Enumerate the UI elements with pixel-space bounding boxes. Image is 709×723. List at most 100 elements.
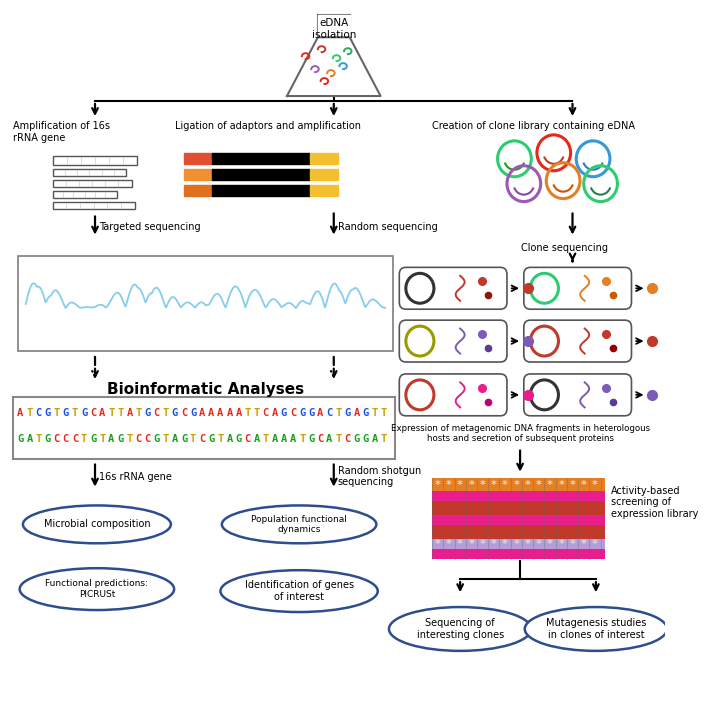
Text: C: C (145, 434, 151, 444)
Text: A: A (317, 408, 323, 418)
Text: G: G (299, 408, 306, 418)
Text: *: * (536, 539, 542, 549)
Text: Ligation of adaptors and amplification: Ligation of adaptors and amplification (174, 121, 361, 131)
Text: G: G (308, 434, 314, 444)
Text: T: T (190, 434, 196, 444)
Text: C: C (245, 434, 251, 444)
Text: T: T (163, 434, 169, 444)
Text: T: T (263, 434, 269, 444)
Text: Identification of genes
of interest: Identification of genes of interest (245, 581, 354, 602)
Text: G: G (354, 434, 360, 444)
Bar (184, 184, 212, 196)
Text: G: G (45, 408, 51, 418)
Text: *: * (569, 539, 576, 549)
Text: *: * (569, 479, 576, 489)
Text: Random sequencing: Random sequencing (337, 221, 437, 231)
Text: *: * (592, 539, 598, 549)
Bar (212, 153, 311, 164)
Text: C: C (326, 408, 333, 418)
FancyBboxPatch shape (524, 320, 632, 362)
Text: A: A (208, 408, 214, 418)
Text: C: C (90, 408, 96, 418)
Bar (53, 155, 137, 165)
Text: *: * (435, 479, 440, 489)
Text: A: A (272, 434, 278, 444)
Text: G: G (81, 408, 87, 418)
Text: *: * (469, 539, 474, 549)
Bar (212, 168, 311, 180)
Text: G: G (308, 408, 314, 418)
Text: C: C (154, 408, 160, 418)
Text: G: G (345, 408, 351, 418)
Text: T: T (299, 434, 306, 444)
Ellipse shape (222, 505, 376, 543)
Text: T: T (135, 408, 142, 418)
Text: A: A (108, 434, 114, 444)
Text: A: A (326, 434, 333, 444)
Text: G: G (63, 408, 69, 418)
Text: G: G (181, 434, 187, 444)
Text: *: * (558, 479, 564, 489)
Text: *: * (581, 479, 586, 489)
Text: G: G (235, 434, 242, 444)
Text: C: C (345, 434, 351, 444)
Text: Sequencing of
interesting clones: Sequencing of interesting clones (416, 618, 504, 640)
Text: C: C (263, 408, 269, 418)
Text: *: * (525, 539, 530, 549)
Polygon shape (287, 38, 381, 96)
Bar (432, 492, 605, 502)
Text: C: C (72, 434, 78, 444)
Text: Activity-based
screening of
expression library: Activity-based screening of expression l… (611, 486, 698, 518)
Text: *: * (592, 479, 598, 489)
Text: T: T (163, 408, 169, 418)
Text: A: A (290, 434, 296, 444)
Text: A: A (172, 434, 178, 444)
Text: Expression of metagenomic DNA fragments in heterologous
hosts and secretion of s: Expression of metagenomic DNA fragments … (391, 424, 649, 443)
Text: G: G (208, 434, 214, 444)
Text: C: C (290, 408, 296, 418)
Text: *: * (469, 479, 474, 489)
Text: Amplification of 16s
rRNA gene: Amplification of 16s rRNA gene (13, 121, 110, 142)
Bar (184, 153, 212, 164)
Text: A: A (354, 408, 360, 418)
Ellipse shape (525, 607, 667, 651)
Text: T: T (381, 434, 387, 444)
Text: G: G (90, 434, 96, 444)
Text: *: * (547, 539, 553, 549)
Text: T: T (335, 408, 342, 418)
Text: *: * (480, 479, 486, 489)
Text: T: T (108, 408, 114, 418)
Text: T: T (245, 408, 251, 418)
Text: T: T (35, 434, 42, 444)
Bar (18, 257, 393, 351)
Bar (13, 397, 395, 458)
Text: A: A (126, 408, 133, 418)
Bar (53, 202, 135, 209)
Bar (184, 168, 212, 180)
Text: Bioinformatic Analyses: Bioinformatic Analyses (107, 382, 304, 398)
Text: *: * (536, 479, 542, 489)
Text: A: A (281, 434, 287, 444)
Text: *: * (435, 539, 440, 549)
FancyBboxPatch shape (399, 374, 507, 416)
Text: *: * (480, 539, 486, 549)
Text: A: A (217, 408, 223, 418)
Text: *: * (491, 479, 497, 489)
Bar (432, 526, 605, 539)
Polygon shape (318, 15, 350, 38)
Text: A: A (17, 408, 23, 418)
Text: *: * (502, 479, 508, 489)
Bar (432, 549, 605, 559)
Text: C: C (135, 434, 142, 444)
Text: T: T (81, 434, 87, 444)
Ellipse shape (220, 570, 378, 612)
Bar (311, 153, 338, 164)
Text: T: T (381, 408, 387, 418)
Text: *: * (457, 479, 463, 489)
Text: *: * (513, 479, 519, 489)
Text: *: * (513, 539, 519, 549)
Bar (432, 502, 605, 515)
Text: G: G (154, 434, 160, 444)
Text: T: T (72, 408, 78, 418)
Text: T: T (54, 408, 60, 418)
